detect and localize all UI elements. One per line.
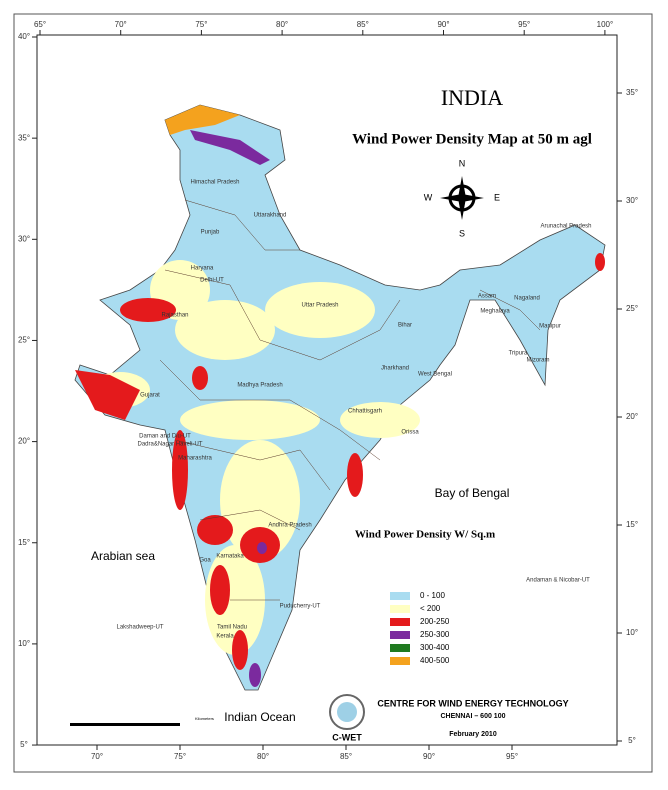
state-label: Meghalaya <box>480 309 510 315</box>
lon-label: 95° <box>518 20 530 29</box>
state-label: Delhi-UT <box>200 278 224 284</box>
credits-org: CENTRE FOR WIND ENERGY TECHNOLOGY <box>377 698 568 708</box>
state-label: Tamil Nadu <box>217 625 247 631</box>
state-label: Puducherry-UT <box>280 604 321 610</box>
lon-label: 70° <box>91 752 103 761</box>
state-label: Kerala <box>216 634 234 640</box>
legend-title: Wind Power Density W/ Sq.m <box>355 529 495 541</box>
lat-label: 10° <box>626 628 638 637</box>
lon-label: 75° <box>195 20 207 29</box>
legend-swatch <box>390 592 410 600</box>
state-label: Orissa <box>401 430 419 436</box>
state-label: Arunachal Pradesh <box>540 224 591 230</box>
state-label: Goa <box>199 558 211 564</box>
legend: 0 - 100 < 200 200-250 250-300 300-400 400-500 <box>390 591 450 665</box>
state-label: Gujarat <box>140 393 160 399</box>
legend-label: < 200 <box>420 604 441 613</box>
state-borders <box>159 199 541 601</box>
lon-label: 65° <box>34 20 46 29</box>
lat-label: 5° <box>20 740 28 749</box>
scale-bar: Kilometers <box>70 716 214 726</box>
legend-label: 400-500 <box>420 656 450 665</box>
very-high-density-zones <box>190 130 270 687</box>
lat-label: 15° <box>626 520 638 529</box>
india-landmass <box>74 104 606 691</box>
lon-label: 75° <box>174 752 186 761</box>
sea-label: Arabian sea <box>91 549 155 563</box>
lat-label: 30° <box>626 196 638 205</box>
state-labels: Himachal Pradesh Punjab Uttarakhand Haryana… <box>116 180 591 640</box>
lon-label: 70° <box>115 20 127 29</box>
sea-label: Bay of Bengal <box>435 486 510 500</box>
lon-label: 80° <box>276 20 288 29</box>
scale-unit: Kilometers <box>195 716 214 721</box>
state-label: Rajasthan <box>161 313 188 319</box>
map-title: INDIA <box>441 85 503 110</box>
state-label: Daman and Diu-UT <box>139 434 191 440</box>
legend-label: 200-250 <box>420 617 450 626</box>
legend-label: 0 - 100 <box>420 591 445 600</box>
lon-label: 90° <box>437 20 449 29</box>
lat-label: 35° <box>626 88 638 97</box>
sea-label: Indian Ocean <box>224 710 295 724</box>
lat-label: 25° <box>18 336 30 345</box>
lat-label: 25° <box>626 304 638 313</box>
state-label: Assam <box>478 294 496 300</box>
legend-swatch <box>390 605 410 613</box>
lat-label: 35° <box>18 133 30 142</box>
state-label: Andaman & Nicobar-UT <box>526 578 590 584</box>
state-label: Madhya Pradesh <box>237 383 282 389</box>
lon-label: 90° <box>423 752 435 761</box>
credits-address: CHENNAI – 600 100 <box>441 713 506 720</box>
compass-n: N <box>459 158 466 168</box>
compass: N S E W <box>424 158 500 238</box>
lat-label: 5° <box>628 736 636 745</box>
state-label: Chhattisgarh <box>348 409 382 415</box>
lon-label: 85° <box>357 20 369 29</box>
legend-swatch <box>390 631 410 639</box>
graticule: 65° 70° 75° 80° 85° 90° 95° 100° 70° 75° 80° 85° 90°… <box>18 20 638 761</box>
lon-label: 85° <box>340 752 352 761</box>
compass-s: S <box>459 228 465 238</box>
compass-e: E <box>494 192 500 202</box>
lat-label: 10° <box>18 639 30 648</box>
state-label: Mizoram <box>526 358 549 364</box>
legend-swatch <box>390 657 410 665</box>
legend-swatch <box>390 618 410 626</box>
state-label: Punjab <box>201 230 220 236</box>
lat-label: 20° <box>18 437 30 446</box>
extreme-density-zone <box>165 105 240 135</box>
map-subtitle: Wind Power Density Map at 50 m agl <box>352 131 592 147</box>
logo: C-WET <box>329 694 365 742</box>
compass-w: W <box>424 192 433 202</box>
lon-label: 80° <box>257 752 269 761</box>
state-label: Karnataka <box>216 554 244 560</box>
state-label: Haryana <box>191 266 214 272</box>
state-label: West Bengal <box>418 372 452 378</box>
state-label: Himachal Pradesh <box>190 180 239 186</box>
legend-label: 250-300 <box>420 630 450 639</box>
state-label: Tripura <box>509 351 528 357</box>
state-label: Andhra Pradesh <box>268 523 311 529</box>
legend-label: 300-400 <box>420 643 450 652</box>
lon-label: 95° <box>506 752 518 761</box>
state-label: Uttar Pradesh <box>301 303 338 309</box>
state-label: Manipur <box>539 324 561 330</box>
lat-label: 15° <box>18 538 30 547</box>
lat-label: 40° <box>18 32 30 41</box>
state-label: Dadra&Nagar Haveli-UT <box>137 442 202 448</box>
legend-swatch <box>390 644 410 652</box>
state-label: Nagaland <box>514 296 540 302</box>
state-label: Uttarakhand <box>254 213 287 219</box>
logo-text: C-WET <box>332 732 362 742</box>
credits-date: February 2010 <box>449 731 497 738</box>
lat-label: 20° <box>626 412 638 421</box>
lat-label: 30° <box>18 234 30 243</box>
state-label: Maharashtra <box>178 456 212 462</box>
state-label: Lakshadweep-UT <box>116 625 163 631</box>
state-label: Bihar <box>398 323 412 329</box>
state-label: Jharkhand <box>381 366 409 372</box>
lon-label: 100° <box>597 20 614 29</box>
